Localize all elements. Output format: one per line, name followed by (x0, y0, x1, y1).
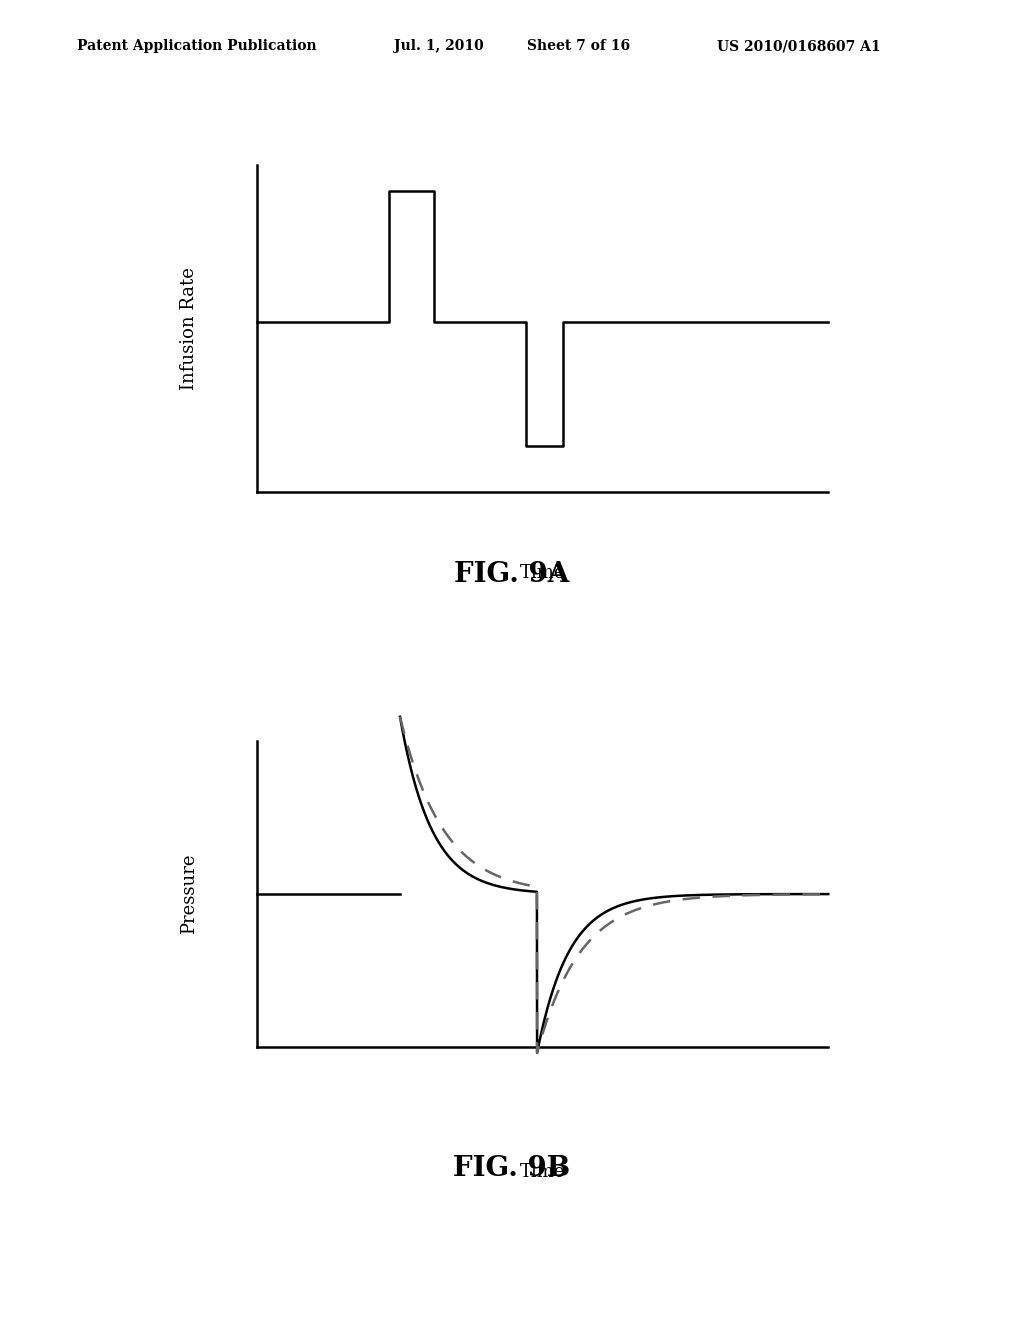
Text: Time: Time (520, 1163, 565, 1181)
Text: Time: Time (520, 564, 565, 582)
Text: Patent Application Publication: Patent Application Publication (77, 40, 316, 53)
Text: Pressure: Pressure (179, 854, 198, 935)
Text: Sheet 7 of 16: Sheet 7 of 16 (527, 40, 631, 53)
Text: FIG. 9B: FIG. 9B (454, 1155, 570, 1181)
Text: FIG. 9A: FIG. 9A (455, 561, 569, 587)
Text: Infusion Rate: Infusion Rate (179, 267, 198, 389)
Text: US 2010/0168607 A1: US 2010/0168607 A1 (717, 40, 881, 53)
Text: Jul. 1, 2010: Jul. 1, 2010 (394, 40, 484, 53)
